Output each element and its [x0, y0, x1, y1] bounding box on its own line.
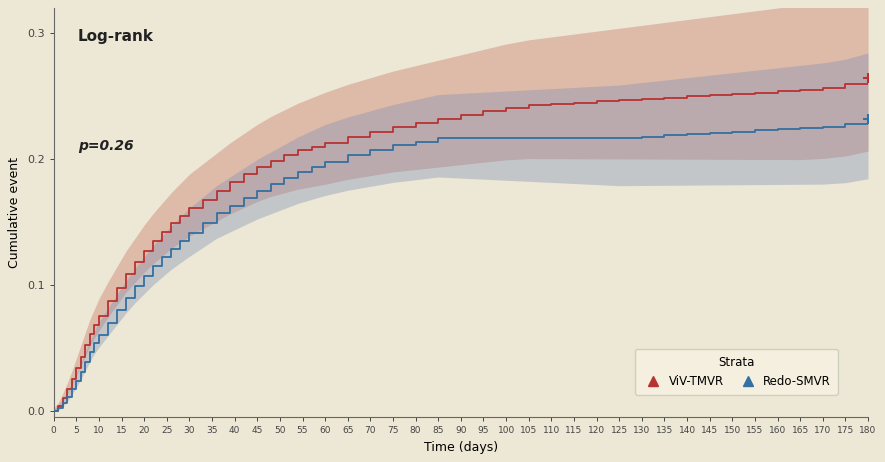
Legend: ViV-TMVR, Redo-SMVR: ViV-TMVR, Redo-SMVR	[635, 349, 838, 395]
X-axis label: Time (days): Time (days)	[424, 441, 498, 454]
Text: Log-rank: Log-rank	[78, 29, 154, 44]
Text: p=0.26: p=0.26	[78, 139, 134, 153]
Y-axis label: Cumulative event: Cumulative event	[8, 157, 21, 268]
